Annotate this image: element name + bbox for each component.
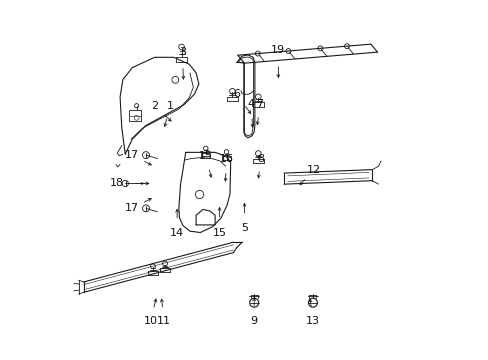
Text: 7: 7 [256,99,263,109]
Text: 9: 9 [250,316,257,326]
Text: 10: 10 [143,316,157,326]
Text: 19: 19 [271,45,285,55]
Text: 1: 1 [166,101,173,111]
Text: 11: 11 [157,316,171,326]
Text: 3: 3 [179,47,185,57]
Text: 8: 8 [257,154,264,164]
Text: 14: 14 [170,228,184,238]
Text: 5: 5 [241,224,247,233]
Text: 15: 15 [212,228,226,238]
Text: 17: 17 [125,203,139,213]
Text: 15: 15 [199,152,212,162]
Text: 18: 18 [110,179,124,188]
Text: 2: 2 [151,101,158,111]
Text: 6: 6 [233,89,240,99]
Text: 4: 4 [247,99,254,109]
Text: 17: 17 [125,150,139,160]
Text: 12: 12 [306,165,320,175]
Text: 13: 13 [305,316,319,326]
Text: 16: 16 [219,154,233,164]
